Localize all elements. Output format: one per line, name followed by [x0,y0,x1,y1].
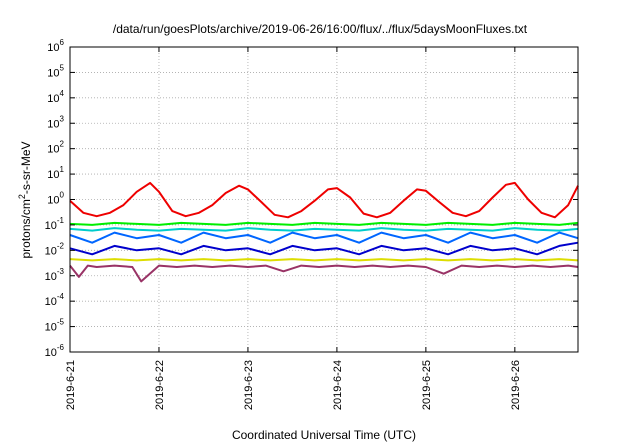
y-tick-label: 104 [47,89,64,105]
y-tick-label: 10-2 [45,241,65,257]
y-tick-exp: 4 [60,89,65,98]
y-tick-base: 10 [45,245,57,257]
y-tick-base: 10 [47,67,59,79]
series-layer [69,181,579,283]
y-tick-label: 10-3 [45,267,65,283]
x-tick-label: 2019-6-25 [421,360,433,410]
x-axis-label: Coordinated Universal Time (UTC) [231,428,417,442]
y-tick-exp: 3 [60,114,65,123]
y-axis-label-post: -s-sr-MeV [19,141,33,194]
y-tick-exp: -4 [57,292,65,301]
y-tick-base: 10 [47,42,59,54]
y-tick-label: 10-4 [45,292,65,308]
series-line [69,241,579,256]
y-tick-label: 101 [47,165,64,181]
y-tick-exp: -3 [57,267,65,276]
y-tick-exp: -2 [57,241,65,250]
y-tick-exp: -5 [57,318,65,327]
y-tick-layer: 10-610-510-410-310-210-11001011021031041… [45,38,578,359]
y-tick-exp: 2 [60,140,65,149]
y-tick-base: 10 [47,195,59,207]
y-tick-base: 10 [47,169,59,181]
grid-lines [70,47,578,352]
y-tick-exp: 1 [60,165,65,174]
y-tick-base: 10 [47,144,59,156]
y-axis-label-sup: 2 [17,194,27,199]
series-line [69,221,579,226]
y-tick-label: 10-5 [45,318,65,334]
chart-title: /data/run/goesPlots/archive/2019-06-26/1… [112,22,528,36]
y-tick-label: 102 [47,140,64,156]
x-tick-label: 2019-6-26 [510,360,522,410]
y-tick-base: 10 [45,271,57,283]
series-line [69,264,579,283]
y-tick-label: 105 [47,63,64,79]
y-tick-base: 10 [45,296,57,308]
x-tick-layer: 2019-6-21 2019-6-22 2019-6-23 2019-6-24 2019… [65,47,522,410]
y-tick-base: 10 [45,322,57,334]
series-line [69,231,579,244]
y-tick-label: 100 [47,191,64,207]
y-tick-label: 106 [47,38,64,54]
y-tick-exp: 0 [60,191,65,200]
y-tick-base: 10 [45,347,57,359]
y-tick-exp: -6 [57,343,65,352]
series-line [69,181,579,219]
x-tick-label: 2019-6-22 [154,360,166,410]
y-tick-base: 10 [47,93,59,105]
y-tick-exp: -1 [57,216,65,225]
x-tick-label: 2019-6-21 [65,360,77,410]
y-tick-exp: 5 [60,63,65,72]
y-tick-base: 10 [47,118,59,130]
plot-frame [69,46,579,353]
x-tick-label: 2019-6-24 [332,360,344,410]
series-line [69,227,579,232]
y-tick-label: 103 [47,114,64,130]
y-tick-label: 10-6 [45,343,65,359]
y-axis-label-pre: protons/cm [19,199,33,258]
y-tick-exp: 6 [60,38,65,47]
y-tick-base: 10 [45,220,57,232]
y-tick-label: 10-1 [45,216,65,232]
y-axis-label: protons/cm2-s-sr-MeV [17,141,33,258]
x-tick-label: 2019-6-23 [243,360,255,410]
series-line [69,258,579,262]
